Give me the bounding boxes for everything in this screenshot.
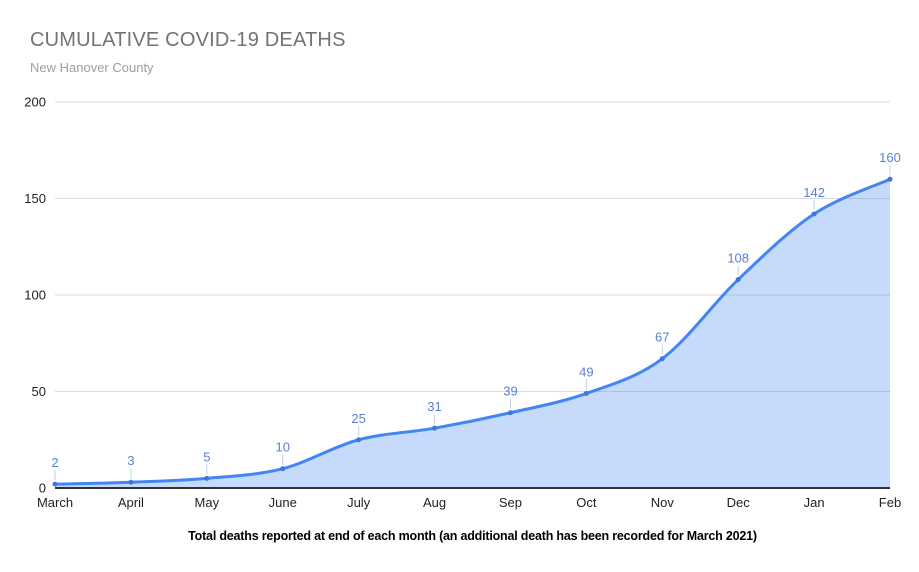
- x-axis-tick-label: June: [269, 495, 297, 510]
- x-axis-tick-label: April: [118, 495, 144, 510]
- data-label: 5: [203, 449, 210, 464]
- x-axis-tick-label: Sep: [499, 495, 522, 510]
- data-label: 3: [127, 453, 134, 468]
- y-axis-tick-label: 150: [24, 191, 46, 206]
- x-axis-tick-label: March: [37, 495, 73, 510]
- data-label: 142: [803, 185, 825, 200]
- x-axis-tick-label: Feb: [879, 495, 901, 510]
- data-label: 25: [351, 411, 365, 426]
- data-point: [52, 481, 58, 487]
- data-point: [887, 176, 893, 182]
- data-point: [432, 425, 438, 431]
- x-axis-tick-label: Aug: [423, 495, 446, 510]
- data-label: 67: [655, 330, 669, 345]
- x-axis-tick-label: Oct: [576, 495, 597, 510]
- y-axis-tick-label: 0: [39, 481, 46, 496]
- data-point: [128, 479, 134, 485]
- data-point: [811, 211, 817, 217]
- data-label: 2: [51, 455, 58, 470]
- data-point: [204, 475, 210, 481]
- data-point: [735, 277, 741, 283]
- data-label: 31: [427, 399, 441, 414]
- data-label: 10: [275, 440, 289, 455]
- y-axis-tick-label: 200: [24, 95, 46, 110]
- x-axis-tick-label: May: [195, 495, 220, 510]
- data-label: 108: [727, 251, 749, 266]
- data-label: 39: [503, 384, 517, 399]
- data-point: [280, 466, 286, 472]
- chart-title: CUMULATIVE COVID-19 DEATHS: [30, 29, 346, 51]
- data-label: 160: [879, 150, 901, 165]
- data-point: [583, 390, 589, 396]
- chart-subtitle: New Hanover County: [30, 60, 154, 75]
- x-axis-tick-label: July: [347, 495, 371, 510]
- x-axis-tick-label: Nov: [651, 495, 675, 510]
- data-label: 49: [579, 364, 593, 379]
- x-axis-tick-label: Jan: [804, 495, 825, 510]
- data-point: [659, 356, 665, 362]
- data-point: [356, 437, 362, 443]
- y-axis-tick-label: 50: [32, 384, 46, 399]
- chart-note: Total deaths reported at end of each mon…: [188, 529, 757, 543]
- data-point: [507, 410, 513, 416]
- x-axis-tick-label: Dec: [727, 495, 751, 510]
- y-axis-tick-label: 100: [24, 288, 46, 303]
- area-fill: [55, 179, 890, 488]
